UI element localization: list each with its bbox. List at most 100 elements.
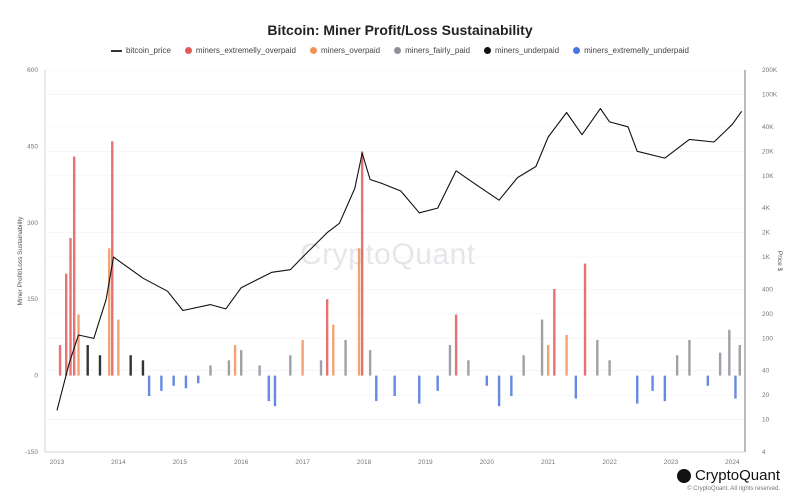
y2-tick-label: 2K xyxy=(762,230,771,237)
bar-miners-extremelly-overpaid xyxy=(111,141,114,376)
y2-tick-label: 40K xyxy=(762,124,774,131)
y2-tick-label: 4K xyxy=(762,205,771,212)
bar-miners-fairly-paid xyxy=(209,365,212,376)
dot-marker-icon xyxy=(484,47,492,54)
legend-item-miners-extremelly-underpaid[interactable]: miners_extremelly_underpaid xyxy=(573,46,689,55)
y-tick-label: 300 xyxy=(27,220,38,227)
bar-miners-fairly-paid xyxy=(227,360,231,376)
bar-miners-fairly-paid xyxy=(738,345,741,376)
y2-tick-label: 1K xyxy=(762,254,771,261)
x-tick-label: 2019 xyxy=(418,459,433,466)
bar-miners-extremelly-overpaid xyxy=(65,273,68,376)
x-tick-label: 2020 xyxy=(480,459,495,466)
bar-miners-fairly-paid xyxy=(289,355,292,376)
x-tick-label: 2013 xyxy=(50,459,65,466)
x-tick-label: 2016 xyxy=(234,459,249,466)
bar-miners-extremelly-underpaid xyxy=(147,375,151,396)
bar-miners-extremelly-underpaid xyxy=(734,375,737,399)
legend-item-miners-underpaid[interactable]: miners_underpaid xyxy=(484,46,559,55)
bar-miners-overpaid xyxy=(301,339,304,376)
logo-text: CryptoQuant xyxy=(694,467,780,484)
bar-miners-extremelly-overpaid xyxy=(454,314,458,376)
y2-tick-label: 40 xyxy=(762,368,770,375)
legend-item-miners-overpaid[interactable]: miners_overpaid xyxy=(309,46,381,55)
bar-miners-extremelly-underpaid xyxy=(436,375,439,391)
bar-miners-extremelly-underpaid xyxy=(393,375,396,396)
bar-miners-extremelly-underpaid xyxy=(418,375,421,404)
legend-label: miners_extremelly_overpaid xyxy=(195,46,296,55)
bar-miners-extremelly-underpaid xyxy=(273,375,277,407)
dot-marker-icon xyxy=(573,47,581,54)
bar-miners-extremelly-underpaid xyxy=(184,375,188,389)
y2-axis-label: Price $ xyxy=(776,251,783,272)
bar-miners-overpaid xyxy=(107,248,111,376)
bar-miners-extremelly-overpaid xyxy=(325,299,329,376)
y2-tick-label: 10 xyxy=(762,417,770,424)
bar-miners-fairly-paid xyxy=(240,350,243,376)
bar-miners-extremelly-overpaid xyxy=(72,156,76,376)
bar-miners-extremelly-underpaid xyxy=(197,375,200,384)
bar-miners-fairly-paid xyxy=(344,339,347,376)
bar-miners-extremelly-underpaid xyxy=(172,375,175,386)
legend-item-miners-fairly-paid[interactable]: miners_fairly_paid xyxy=(394,46,470,55)
bar-miners-overpaid xyxy=(332,324,335,376)
bar-miners-overpaid xyxy=(565,334,568,376)
bar-miners-extremelly-underpaid xyxy=(663,375,667,402)
legend-item-bitcoin-price[interactable]: bitcoin_price xyxy=(110,46,171,55)
bar-miners-extremelly-overpaid xyxy=(69,238,72,376)
bar-miners-overpaid xyxy=(547,345,550,376)
dot-marker-icon xyxy=(309,47,317,54)
y2-tick-label: 4 xyxy=(762,449,766,456)
y2-tick-label: 100K xyxy=(762,91,778,98)
x-tick-label: 2017 xyxy=(295,459,310,466)
bar-miners-underpaid xyxy=(98,355,102,376)
bar-miners-fairly-paid xyxy=(368,350,372,376)
cryptoquant-logo: CryptoQuant xyxy=(676,467,780,484)
bar-miners-extremelly-underpaid xyxy=(497,375,501,407)
bar-miners-extremelly-underpaid xyxy=(267,375,271,402)
dot-marker-icon xyxy=(184,47,192,54)
bar-miners-fairly-paid xyxy=(467,360,470,376)
bar-miners-extremelly-underpaid xyxy=(485,375,488,386)
bar-miners-fairly-paid xyxy=(522,355,525,376)
bar-miners-underpaid xyxy=(129,355,132,376)
y-tick-label: 150 xyxy=(27,296,38,303)
bar-miners-extremelly-underpaid xyxy=(375,375,378,402)
bar-miners-extremelly-underpaid xyxy=(160,375,163,391)
bar-miners-fairly-paid xyxy=(319,360,323,376)
legend-label: miners_overpaid xyxy=(320,46,381,55)
x-tick-label: 2018 xyxy=(357,459,372,466)
bar-miners-fairly-paid xyxy=(688,339,691,376)
bar-miners-fairly-paid xyxy=(448,345,452,376)
x-tick-label: 2015 xyxy=(173,459,188,466)
legend-item-miners-extremelly-overpaid[interactable]: miners_extremelly_overpaid xyxy=(184,46,296,55)
bar-miners-extremelly-overpaid xyxy=(583,263,587,376)
legend-label: bitcoin_price xyxy=(125,46,171,55)
bitcoin-price-line xyxy=(56,108,743,411)
y2-tick-label: 20K xyxy=(762,148,774,155)
bar-miners-fairly-paid xyxy=(540,319,544,376)
bar-miners-overpaid xyxy=(357,248,361,376)
bar-miners-extremelly-underpaid xyxy=(636,375,639,404)
y-tick-label: 0 xyxy=(34,373,38,380)
bar-miners-underpaid xyxy=(86,345,89,376)
logo-icon xyxy=(676,468,691,483)
bar-miners-fairly-paid xyxy=(258,365,261,376)
y-axis-label: Miner Profit/Loss Sustainability xyxy=(17,216,24,306)
x-tick-label: 2022 xyxy=(602,459,617,466)
bar-miners-extremelly-underpaid xyxy=(574,375,578,399)
bar-miners-overpaid xyxy=(117,319,120,376)
y-tick-label: -150 xyxy=(25,449,38,456)
bar-miners-fairly-paid xyxy=(608,360,611,376)
bar-miners-fairly-paid xyxy=(675,355,679,376)
y2-tick-label: 100 xyxy=(762,335,773,342)
bar-miners-extremelly-overpaid xyxy=(360,151,364,376)
x-tick-label: 2023 xyxy=(664,459,679,466)
bar-miners-extremelly-underpaid xyxy=(706,375,710,386)
x-tick-label: 2014 xyxy=(111,459,126,466)
copyright: © CryptoQuant. All rights reserved. xyxy=(687,486,780,492)
legend-label: miners_extremelly_underpaid xyxy=(584,46,690,55)
bar-miners-extremelly-underpaid xyxy=(651,375,654,391)
y-tick-label: 600 xyxy=(27,67,38,74)
legend-label: miners_fairly_paid xyxy=(405,46,471,55)
